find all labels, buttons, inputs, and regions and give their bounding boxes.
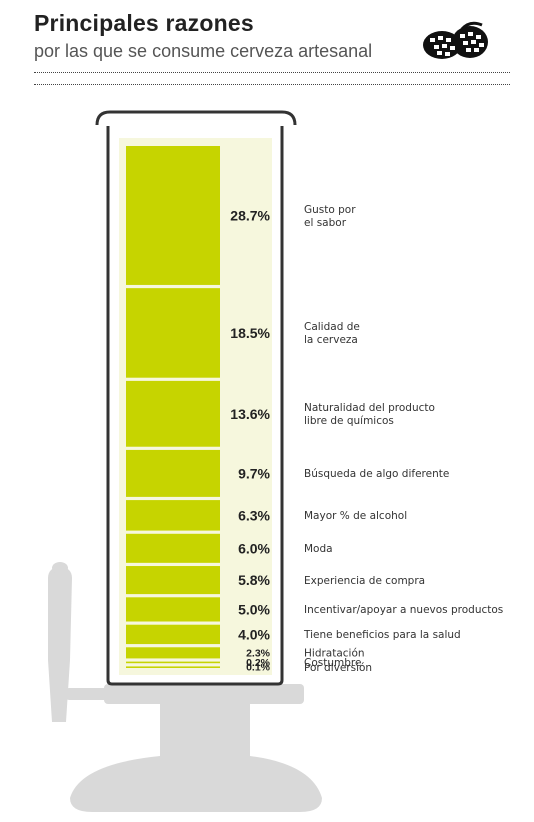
bar-2 xyxy=(126,380,220,447)
value-label-3: 9.7% xyxy=(238,465,270,481)
bar-5 xyxy=(126,533,220,563)
divider-top xyxy=(34,72,510,73)
category-label-line: la cerveza xyxy=(304,334,358,346)
bars xyxy=(126,146,220,668)
value-label-4: 6.3% xyxy=(238,507,270,523)
category-label-10: Costumbre xyxy=(304,657,361,669)
category-label-11: Por diversión xyxy=(304,662,372,674)
category-label-line: Calidad de xyxy=(304,321,360,333)
bar-3 xyxy=(126,449,220,497)
divider-bottom xyxy=(34,84,510,85)
category-label-0: Gusto por el sabor xyxy=(304,204,356,229)
tap-base xyxy=(48,562,322,812)
tap-arm xyxy=(64,688,110,700)
value-label-0: 28.7% xyxy=(230,207,270,223)
category-label-7: Incentivar/apoyar a nuevos productos xyxy=(304,604,503,616)
category-label-line: Gusto por xyxy=(304,204,356,216)
category-label-line: Experiencia de compra xyxy=(304,575,425,587)
category-label-1: Calidad de la cerveza xyxy=(304,321,360,346)
tap-knob xyxy=(52,562,68,574)
value-label-9: 2.3% xyxy=(246,647,271,659)
bar-11 xyxy=(126,666,220,668)
bar-8 xyxy=(126,624,220,645)
category-label-line: Por diversión xyxy=(304,662,372,674)
hops-icon xyxy=(423,21,488,59)
category-label-line: Búsqueda de algo diferente xyxy=(304,468,449,480)
bar-6 xyxy=(126,566,220,595)
category-label-8: Tiene beneficios para la salud xyxy=(303,629,461,641)
page-title: Principales razones xyxy=(34,10,254,36)
category-label-line: Hidratación xyxy=(304,648,365,660)
category-label-3: Búsqueda de algo diferente xyxy=(304,468,449,480)
value-labels: 28.7% 18.5% 13.6% 9.7% 6.3% 6.0% 5.8% 5.0% 4.0% 2… xyxy=(230,207,270,673)
category-label-line: Mayor % de alcohol xyxy=(304,510,407,522)
category-label-9: Hidratación xyxy=(304,648,365,660)
bar-9 xyxy=(126,647,220,659)
page-subtitle: por las que se consume cerveza artesanal xyxy=(34,41,373,61)
value-label-8: 4.0% xyxy=(238,626,270,642)
value-label-5: 6.0% xyxy=(238,540,270,556)
tap-handle xyxy=(48,566,72,722)
category-label-line: el sabor xyxy=(304,217,347,229)
bar-10 xyxy=(126,661,220,664)
bar-7 xyxy=(126,597,220,622)
category-label-line: Costumbre xyxy=(304,657,361,669)
value-label-10: 0.2% xyxy=(246,657,271,669)
value-label-7: 5.0% xyxy=(238,601,270,617)
value-label-11: 0.1% xyxy=(246,662,271,674)
bar-4 xyxy=(126,500,220,531)
bar-1 xyxy=(126,288,220,378)
category-label-4: Mayor % de alcohol xyxy=(304,510,407,522)
category-label-6: Experiencia de compra xyxy=(304,575,425,587)
category-label-line: Naturalidad del producto xyxy=(304,402,435,414)
category-label-2: Naturalidad del producto libre de químico… xyxy=(304,402,435,427)
category-label-line: Moda xyxy=(304,543,333,555)
value-label-6: 5.8% xyxy=(238,572,270,588)
base-foot xyxy=(70,700,322,812)
category-label-line: libre de químicos xyxy=(304,415,394,427)
glass-rim xyxy=(95,110,297,126)
category-labels: Gusto por el sabor Calidad de la cerveza Nat… xyxy=(303,204,503,674)
glass-outline xyxy=(106,126,284,686)
base-collar xyxy=(104,684,304,704)
value-label-1: 18.5% xyxy=(230,325,270,341)
category-label-line: Tiene beneficios para la salud xyxy=(303,629,461,641)
bar-0 xyxy=(126,146,220,285)
value-label-2: 13.6% xyxy=(230,406,270,422)
category-label-line: Incentivar/apoyar a nuevos productos xyxy=(304,604,503,616)
category-label-5: Moda xyxy=(304,543,333,555)
